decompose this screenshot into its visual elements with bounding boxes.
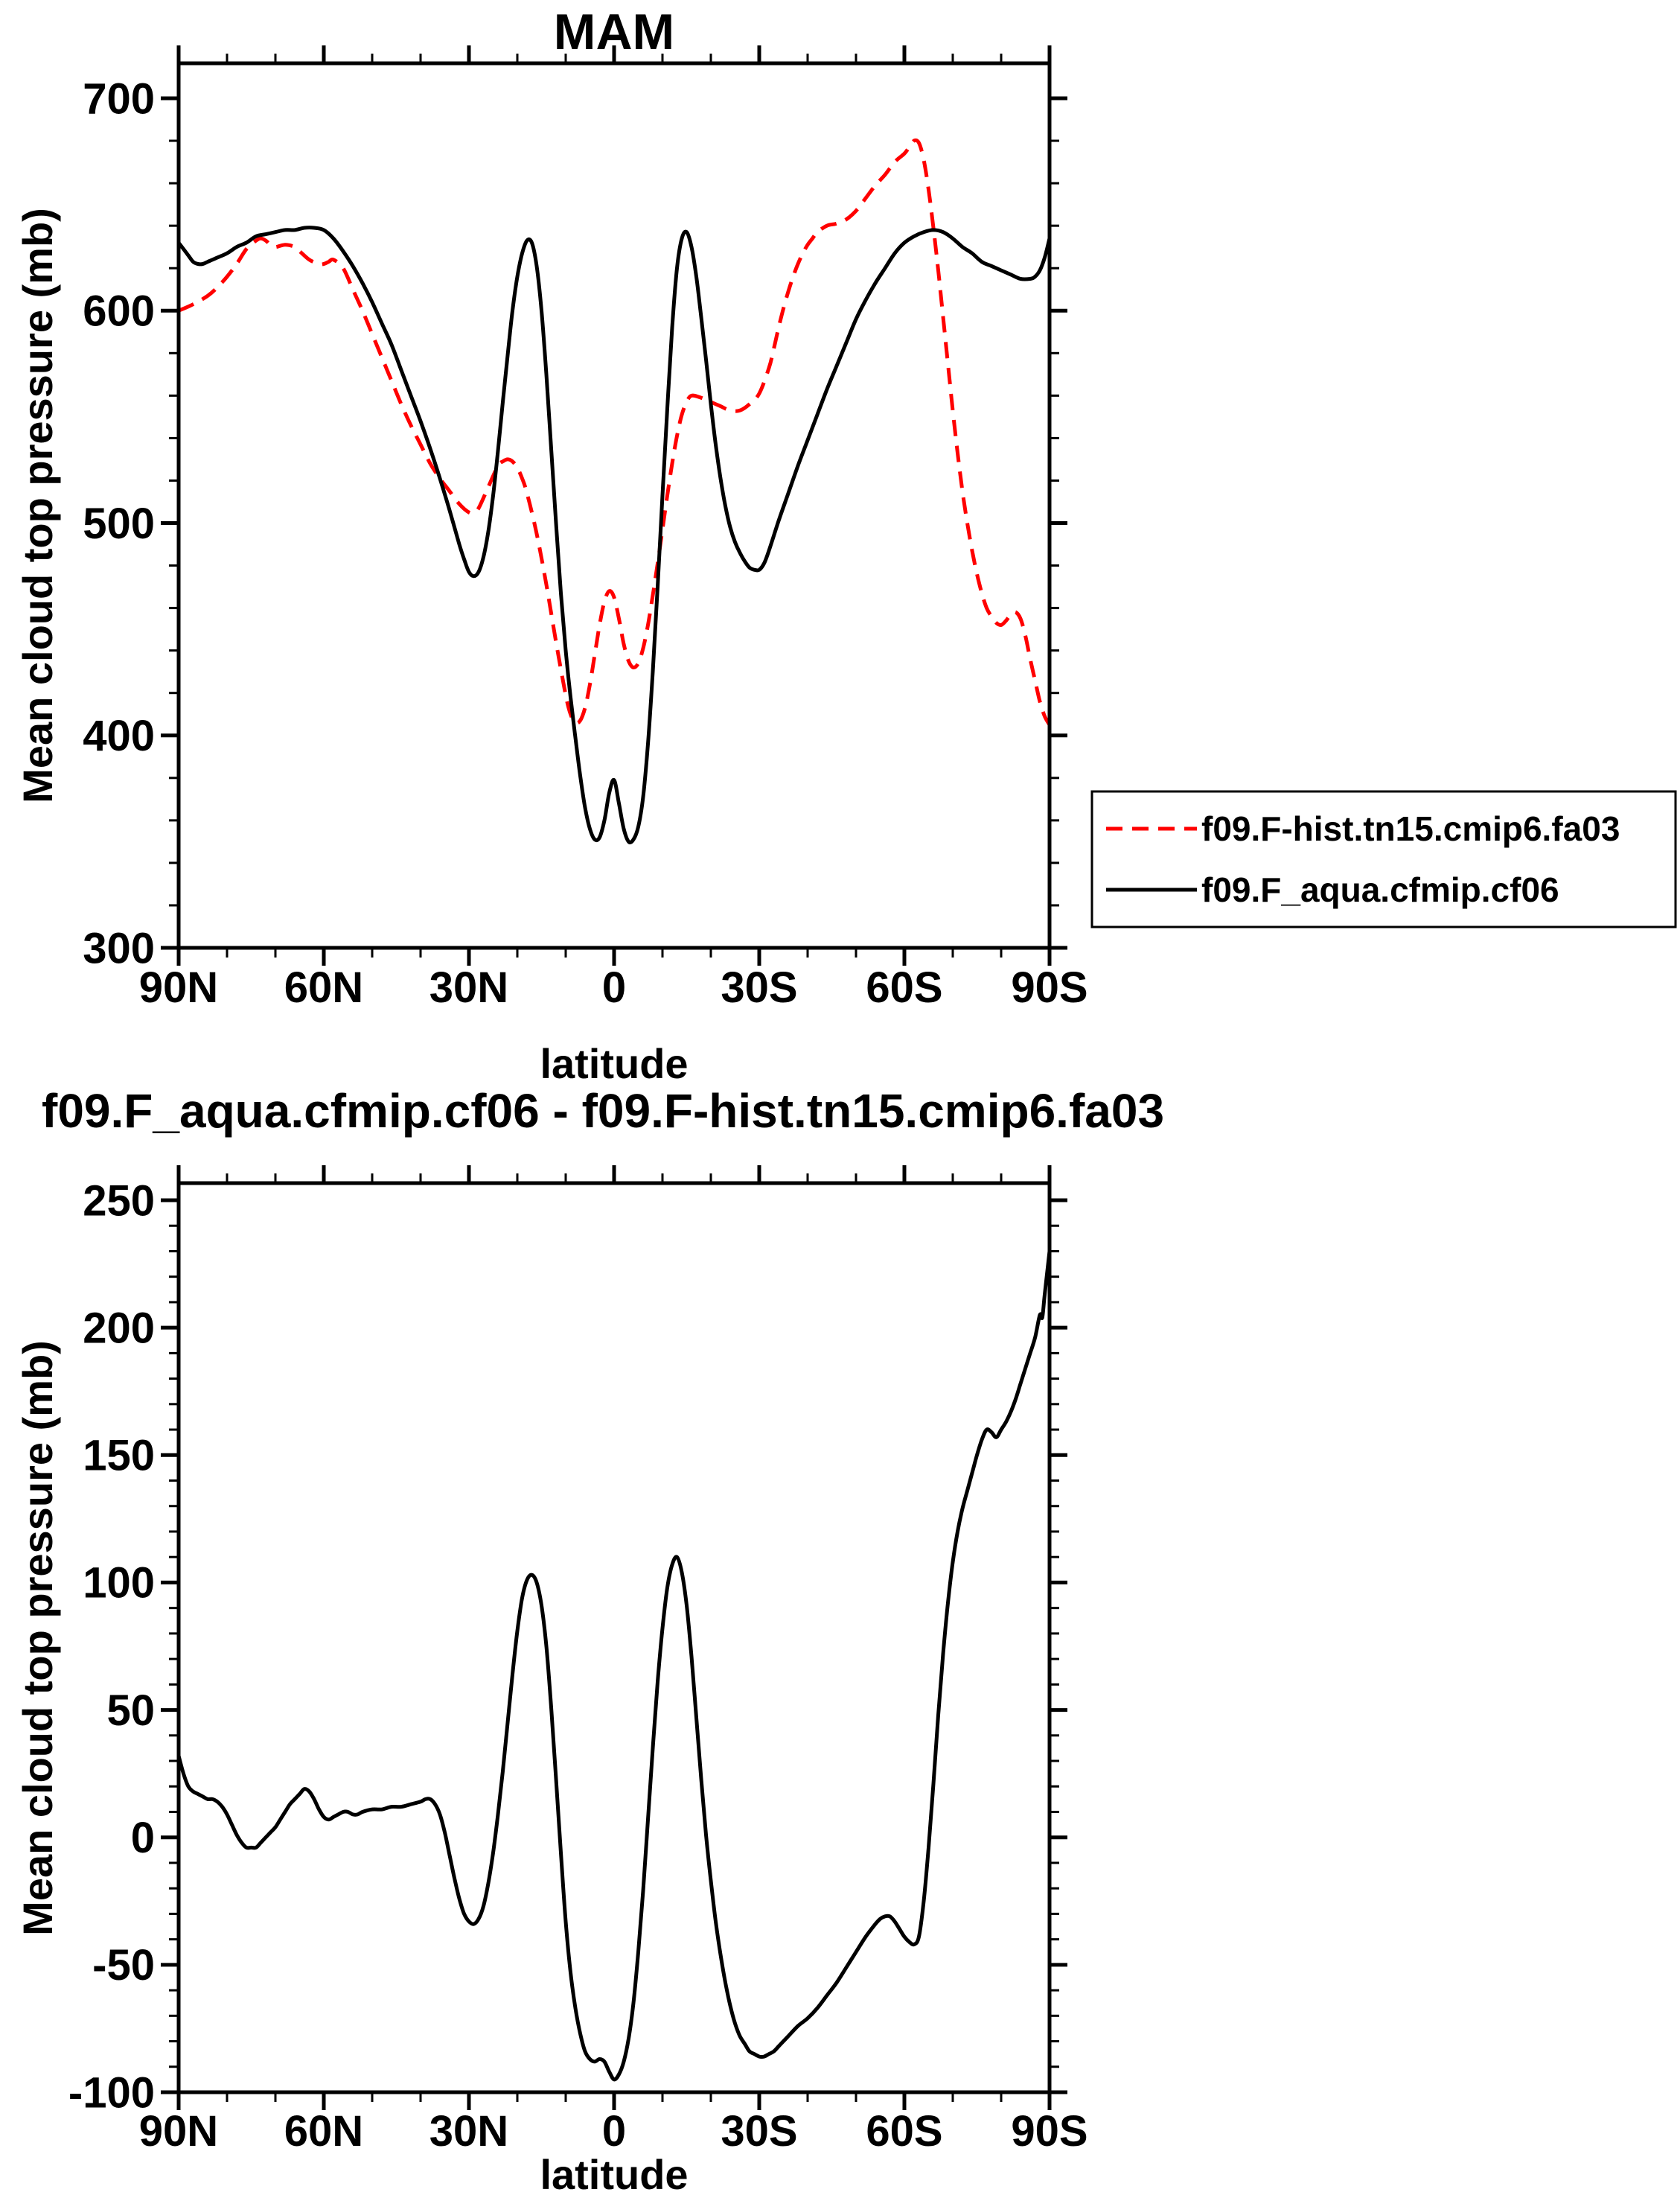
bottom-chart-y-axis-title: Mean cloud top pressure (mb) bbox=[14, 1340, 61, 1936]
top-chart-plot: 90N 60N 30N 0 30S 60S 90S 300 400 500 600 700 bbox=[83, 45, 1088, 1012]
x-tick-label: 30N bbox=[429, 2107, 508, 2156]
y-tick-label: 100 bbox=[83, 1559, 155, 1608]
x-tick-label: 90N bbox=[139, 963, 218, 1012]
y-tick-label: 50 bbox=[106, 1686, 155, 1735]
plot-frame bbox=[176, 1181, 1052, 2094]
y-tick-label: 500 bbox=[83, 500, 155, 548]
x-tick-label: 0 bbox=[602, 2107, 626, 2156]
legend-label-aqua: f09.F_aqua.cfmip.cf06 bbox=[1201, 870, 1559, 909]
bottom-chart-plot: 90N 60N 30N 0 30S 60S 90S -100 -50 0 50 100 150 200 25… bbox=[68, 1165, 1088, 2156]
x-tick-label: 30S bbox=[721, 2107, 797, 2156]
bottom-chart-x-axis-title: latitude bbox=[540, 2151, 688, 2192]
y-tick-label: 250 bbox=[83, 1176, 155, 1225]
bottom-chart-title: f09.F_aqua.cfmip.cf06 - f09.F-hist.tn15.… bbox=[42, 1084, 1164, 1138]
y-tick-label: 400 bbox=[83, 712, 155, 760]
x-tick-label: 60N bbox=[284, 2107, 363, 2156]
legend-label-hist: f09.F-hist.tn15.cmip6.fa03 bbox=[1201, 809, 1620, 848]
series-line-difference bbox=[176, 1251, 1052, 2082]
y-tick-label: 600 bbox=[83, 287, 155, 336]
x-tick-label: 60N bbox=[284, 963, 363, 1012]
x-tick-label: 90S bbox=[1011, 2107, 1087, 2156]
x-tick-label: 0 bbox=[602, 963, 626, 1012]
top-chart-x-axis-title: latitude bbox=[540, 1040, 688, 1087]
legend: f09.F-hist.tn15.cmip6.fa03 f09.F_aqua.cf… bbox=[1090, 790, 1677, 928]
x-tick-label: 30S bbox=[721, 963, 797, 1012]
x-tick-label: 60S bbox=[866, 963, 942, 1012]
y-tick-label: -50 bbox=[92, 1941, 155, 1989]
x-tick-label: 90N bbox=[139, 2107, 218, 2156]
y-tick-label: -100 bbox=[68, 2068, 155, 2117]
x-tick-label: 30N bbox=[429, 963, 508, 1012]
plot-frame bbox=[176, 61, 1052, 950]
legend-box bbox=[1090, 790, 1677, 928]
x-tick-label: 90S bbox=[1011, 963, 1087, 1012]
y-tick-label: 0 bbox=[131, 1814, 155, 1862]
y-tick-label: 200 bbox=[83, 1304, 155, 1352]
series-line-f09-f-aqua-cfmip-cf06 bbox=[177, 226, 1052, 844]
series-line-f09-f-hist-tn15-cmip6-fa03 bbox=[177, 138, 1052, 726]
top-chart-y-axis-title: Mean cloud top pressure (mb) bbox=[14, 208, 61, 803]
y-tick-label: 700 bbox=[83, 74, 155, 123]
y-tick-label: 150 bbox=[83, 1432, 155, 1480]
y-tick-label: 300 bbox=[83, 924, 155, 972]
x-tick-label: 60S bbox=[866, 2107, 942, 2156]
